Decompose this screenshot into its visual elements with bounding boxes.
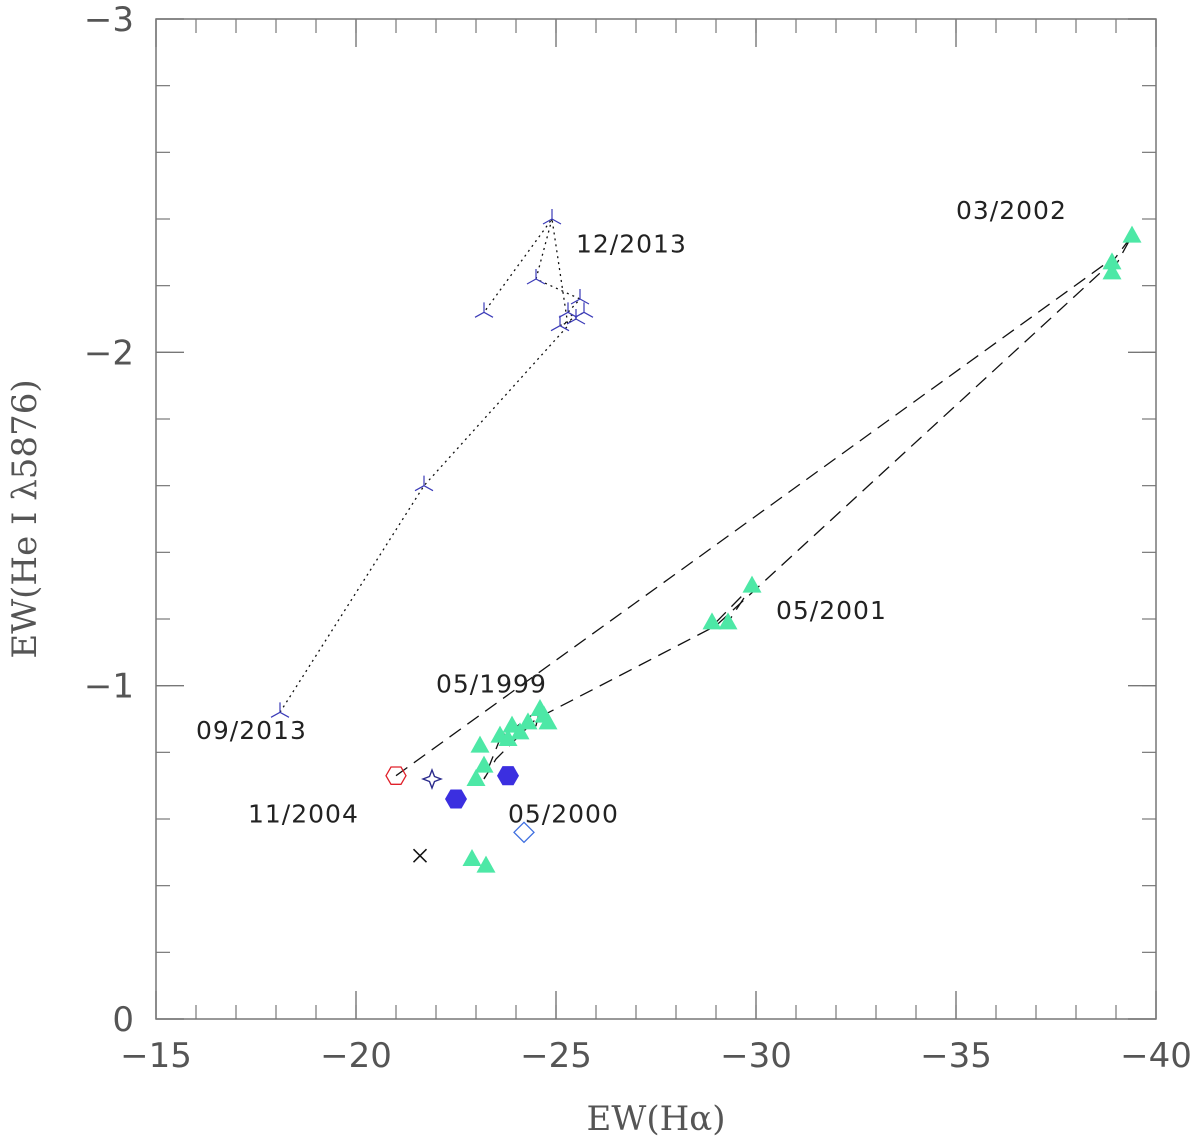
dotted-path bbox=[279, 217, 569, 713]
y-axis-label: EW(He I λ5876) bbox=[5, 379, 45, 658]
triangle-marker bbox=[1122, 225, 1142, 243]
dashed-path bbox=[395, 258, 1113, 780]
tripod-marker bbox=[526, 269, 546, 285]
triangle-marker bbox=[474, 755, 494, 773]
triangle-marker bbox=[466, 769, 486, 786]
x-tick-label: −25 bbox=[520, 1036, 592, 1076]
y-tick-label: 0 bbox=[112, 1000, 134, 1040]
date-annotation: 12/2013 bbox=[576, 229, 687, 258]
tripod-marker bbox=[570, 289, 590, 305]
triangle-marker bbox=[702, 612, 722, 630]
date-annotation: 05/2001 bbox=[776, 596, 887, 625]
x-axis-label: EW(Hα) bbox=[587, 1099, 726, 1139]
cross-marker bbox=[412, 848, 428, 863]
triangle-marker bbox=[1102, 252, 1122, 270]
plot-frame bbox=[155, 18, 1157, 1020]
tripod-marker bbox=[474, 302, 494, 318]
triangle-marker bbox=[742, 575, 762, 593]
y-tick-label: −2 bbox=[84, 333, 134, 373]
tripod-marker bbox=[550, 315, 570, 332]
tripod-marker bbox=[270, 702, 290, 718]
y-tick-label: −3 bbox=[84, 0, 134, 40]
triangle-marker bbox=[718, 612, 738, 630]
triangle-marker bbox=[476, 855, 496, 873]
minor-ticks bbox=[156, 19, 1156, 1019]
hexagon-open-marker bbox=[385, 766, 407, 785]
connecting-paths bbox=[279, 217, 1133, 780]
date-annotation: 03/2002 bbox=[956, 196, 1067, 225]
triangle-marker bbox=[462, 849, 482, 866]
tripod-marker bbox=[574, 302, 594, 318]
tripod-marker bbox=[558, 302, 578, 318]
tick-labels: −15 −20 −25 −30 −35 −40 0 −1 −2 −3 bbox=[84, 0, 1192, 1076]
y-tick-label: −1 bbox=[84, 667, 134, 707]
triangle-marker bbox=[510, 722, 530, 740]
triangle-marker bbox=[470, 735, 490, 753]
major-ticks bbox=[155, 18, 1157, 1020]
diamond-marker bbox=[513, 821, 535, 844]
triangle-marker bbox=[1102, 262, 1122, 280]
x-tick-label: −30 bbox=[720, 1036, 792, 1076]
x-tick-label: −20 bbox=[320, 1036, 392, 1076]
x-tick-label: −15 bbox=[120, 1036, 192, 1076]
date-annotation: 11/2004 bbox=[248, 799, 359, 828]
x-tick-label: −35 bbox=[920, 1036, 992, 1076]
hexagon-filled-marker bbox=[497, 766, 519, 786]
date-annotation: 05/1999 bbox=[436, 669, 547, 698]
date-annotation: 05/2000 bbox=[508, 799, 619, 828]
hexagon-filled-marker bbox=[445, 789, 467, 809]
star-marker bbox=[421, 768, 443, 790]
tripod-marker bbox=[542, 209, 562, 225]
triangle-marker bbox=[518, 712, 538, 730]
tripod-marker bbox=[414, 475, 434, 492]
date-annotations: 03/2002 12/2013 05/2001 05/1999 09/2013 11/20… bbox=[196, 196, 1067, 828]
x-tick-label: −40 bbox=[1120, 1036, 1192, 1076]
date-annotation: 09/2013 bbox=[196, 716, 307, 745]
triangle-marker bbox=[538, 712, 558, 730]
data-markers bbox=[270, 209, 1142, 873]
triangle-marker bbox=[498, 729, 518, 746]
